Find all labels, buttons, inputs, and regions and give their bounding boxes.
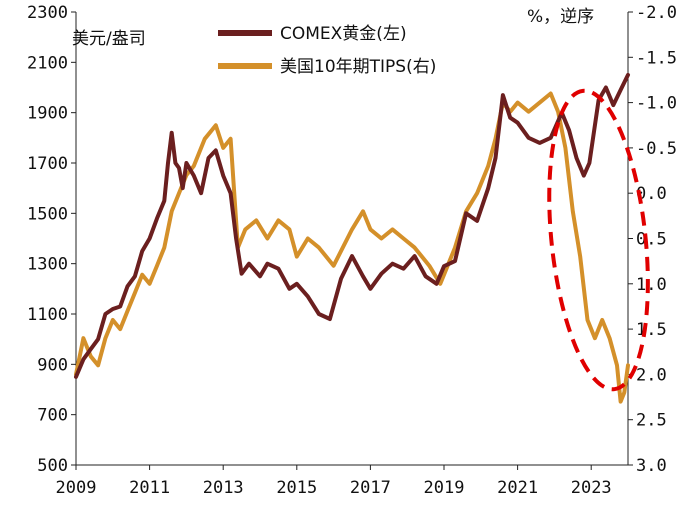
gold-price-line — [74, 72, 630, 379]
y-left-tick-label: 1900 — [27, 104, 68, 124]
series-layer — [74, 72, 630, 404]
y-left-tick-label: 2300 — [27, 3, 68, 23]
y-right-tick-label: 2.5 — [636, 411, 667, 431]
x-tick-label: 2013 — [203, 478, 244, 498]
x-tick-label: 2019 — [424, 478, 465, 498]
left-axis-unit: 美元/盎司 — [72, 29, 146, 49]
y-left-tick-label: 900 — [37, 355, 68, 375]
annotation-layer — [547, 88, 650, 392]
y-left-tick-label: 1500 — [27, 204, 68, 224]
y-right-tick-label: -2.0 — [636, 3, 677, 23]
y-right-tick-label: 3.0 — [636, 456, 667, 476]
y-right-tick-label: 2.0 — [636, 365, 667, 385]
x-tick-label: 2021 — [497, 478, 538, 498]
x-tick-label: 2011 — [129, 478, 170, 498]
y-left-tick-label: 1100 — [27, 305, 68, 325]
y-left-tick-label: 2100 — [27, 53, 68, 73]
y-right-tick-label: -0.5 — [636, 139, 677, 159]
y-left-tick-label: 500 — [37, 456, 68, 476]
legend: COMEX黄金(左) 美国10年期TIPS(右) — [218, 24, 436, 77]
legend-label-gold: COMEX黄金(左) — [280, 24, 407, 44]
y-left-tick-label: 1700 — [27, 154, 68, 174]
axes: 500 700 900 1100 1300 1500 1700 1900 2100 2300 -2.… — [27, 3, 677, 498]
y-right-tick-label: 0.5 — [636, 230, 667, 250]
legend-label-tips: 美国10年期TIPS(右) — [280, 57, 436, 77]
x-tick-label: 2009 — [56, 478, 97, 498]
x-tick-label: 2023 — [571, 478, 612, 498]
y-right-tick-label: 1.0 — [636, 275, 667, 295]
highlight-ellipse — [547, 88, 650, 392]
right-axis-unit: %，逆序 — [527, 7, 594, 27]
x-tick-label: 2015 — [276, 478, 317, 498]
y-right-tick-label: -1.0 — [636, 94, 677, 114]
y-left-tick-label: 1300 — [27, 255, 68, 275]
y-left-tick-label: 700 — [37, 406, 68, 426]
y-right-tick-label: -1.5 — [636, 48, 677, 68]
y-right-tick-label: 1.5 — [636, 320, 667, 340]
x-tick-label: 2017 — [350, 478, 391, 498]
y-right-tick-label: 0.0 — [636, 184, 667, 204]
tips-yield-line — [74, 91, 630, 404]
